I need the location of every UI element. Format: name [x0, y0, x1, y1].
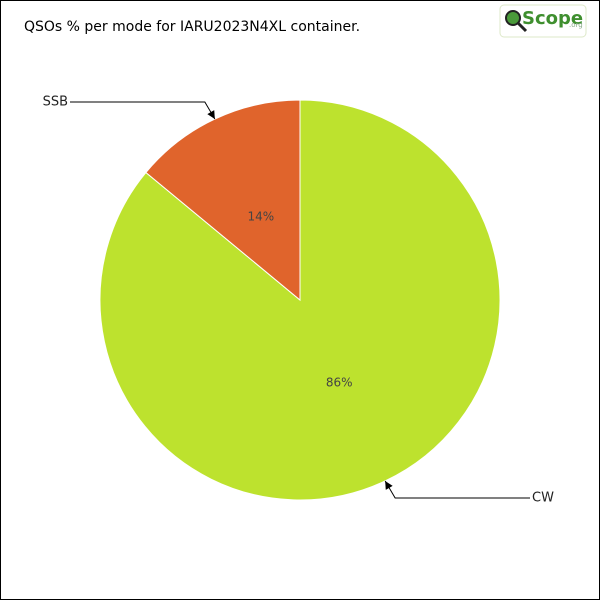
pie-slice — [145, 99, 301, 302]
logo-handle — [516, 21, 528, 33]
value-label: 14% — [247, 209, 274, 223]
value-label: 86% — [326, 376, 353, 390]
logo-text: Scope — [522, 8, 583, 29]
logo-suffix: .org — [569, 21, 583, 29]
logo-box — [499, 4, 587, 38]
chart-title: QSOs % per mode for IARU2023N4XL contain… — [24, 19, 360, 35]
logo: Scope .org — [499, 4, 587, 38]
pie-slice — [99, 99, 501, 501]
logo-lens — [505, 10, 521, 26]
category-label: CW — [532, 490, 554, 505]
leader-arrow — [385, 480, 393, 490]
category-label: SSB — [43, 95, 68, 110]
leader-arrow — [207, 110, 215, 120]
